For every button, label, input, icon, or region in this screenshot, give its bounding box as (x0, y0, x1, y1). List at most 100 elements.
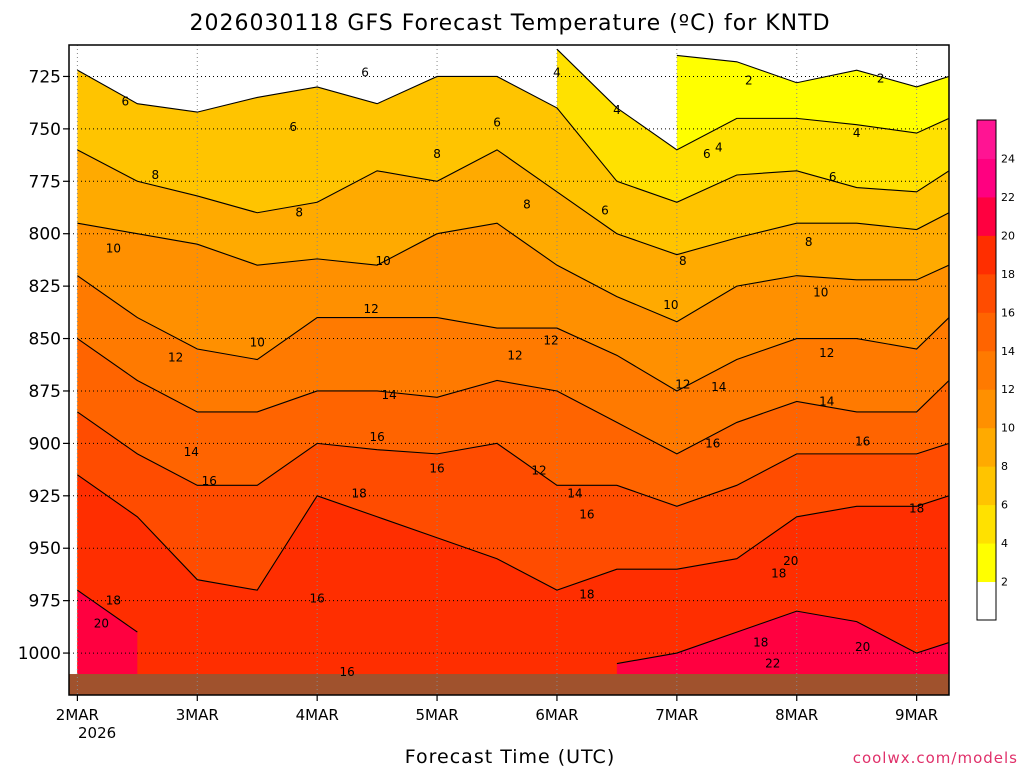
ground-surface (69, 674, 949, 695)
y-tick-label: 825 (29, 277, 61, 297)
contour-label: 12 (543, 334, 558, 348)
isotherm-18 (77, 474, 949, 591)
contour-label: 16 (369, 430, 384, 444)
colorbar-segment (977, 389, 996, 429)
contour-label: 12 (819, 346, 834, 360)
contour-label: 8 (433, 147, 441, 161)
gridlines (69, 45, 949, 695)
colorbar-segment (977, 466, 996, 506)
contour-label: 22 (765, 657, 780, 671)
colorbar-segment (977, 273, 996, 313)
contour-label: 12 (675, 378, 690, 392)
y-tick-label: 725 (29, 67, 61, 87)
colorbar-tick-label: 22 (1001, 191, 1015, 204)
contour-label: 2 (745, 74, 753, 88)
contour-label: 18 (753, 636, 768, 650)
isotherm-2 (676, 54, 949, 88)
contour-label: 20 (783, 554, 798, 568)
x-tick-label: 7MAR (655, 706, 698, 724)
colorbar-segment (977, 312, 996, 352)
fill-band-above-20 (616, 611, 949, 695)
contour-label: 8 (152, 168, 160, 182)
temperature-fill-layer (69, 45, 949, 695)
contour-label: 6 (361, 65, 369, 79)
colorbar-tick-label: 24 (1001, 152, 1015, 165)
colorbar-segment (977, 158, 996, 198)
contour-label: 16 (579, 508, 594, 522)
contour-label: 18 (106, 594, 121, 608)
contour-label: 6 (601, 204, 609, 218)
y-tick-label: 975 (29, 592, 61, 612)
y-tick-label: 1000 (18, 644, 61, 664)
y-tick-label: 800 (29, 225, 61, 245)
contour-label: 16 (705, 436, 720, 450)
contour-label: 4 (853, 126, 861, 140)
contour-label: 6 (289, 120, 297, 134)
isotherm-4 (556, 48, 949, 151)
colorbar-segment (977, 427, 996, 467)
colorbar-tick-label: 4 (1001, 537, 1008, 550)
colorbar-tick-label: 2 (1001, 576, 1008, 589)
isotherm-10 (77, 222, 949, 323)
contour-label: 14 (381, 388, 396, 402)
contour-label: 18 (771, 566, 786, 580)
contour-label: 10 (106, 241, 121, 255)
isotherm-14 (77, 338, 949, 455)
contour-label: 12 (531, 464, 546, 478)
contour-label: 16 (855, 434, 870, 448)
plot-frame (68, 44, 950, 696)
y-tick-label: 950 (29, 539, 61, 559)
contour-label: 16 (202, 474, 217, 488)
x-tick-label: 2MAR (56, 706, 99, 724)
isotherm-8 (77, 149, 949, 256)
y-tick-label: 925 (29, 487, 61, 507)
isotherm-16 (77, 411, 949, 507)
y-tick-label: 850 (29, 330, 61, 350)
ground-band (69, 674, 949, 695)
colorbar-segment (977, 350, 996, 390)
y-axis: 725 750 775 800 825 850 875 900 925 950 975 1000 (18, 67, 69, 664)
contour-label: 16 (429, 462, 444, 476)
contour-label: 18 (579, 587, 594, 601)
x-tick-label: 3MAR (176, 706, 219, 724)
x-axis-label: Forecast Time (UTC) (405, 746, 615, 768)
contour-label: 4 (613, 103, 621, 117)
contour-label: 14 (711, 380, 726, 394)
contour-label: 6 (122, 95, 130, 109)
contour-label: 2 (877, 72, 885, 86)
contour-label: 18 (351, 487, 366, 501)
contour-label: 10 (375, 254, 390, 268)
x-tick-label: 8MAR (775, 706, 818, 724)
isotherm-6 (77, 69, 949, 203)
contour-label: 4 (553, 65, 561, 79)
colorbar-tick-label: 12 (1001, 383, 1015, 396)
isotherm-20 (616, 610, 949, 665)
contour-label: 10 (250, 336, 265, 350)
x-axis-year: 2026 (78, 724, 116, 742)
contour-label: 12 (363, 302, 378, 316)
contour-label: 8 (295, 206, 303, 220)
x-tick-label: 6MAR (535, 706, 578, 724)
colorbar-tick-label: 8 (1001, 460, 1008, 473)
contour-label: 20 (855, 640, 870, 654)
contour-label: 18 (909, 501, 924, 515)
contour-label: 6 (703, 147, 711, 161)
colorbar-segment (977, 581, 996, 621)
y-tick-label: 750 (29, 120, 61, 140)
contour-label: 10 (663, 298, 678, 312)
colorbar-segment (977, 504, 996, 544)
contour-label: 8 (679, 254, 687, 268)
contour-label: 10 (813, 285, 828, 299)
contour-label: 16 (340, 665, 355, 679)
credit-text: coolwx.com/models (853, 749, 1018, 767)
y-tick-label: 775 (29, 172, 61, 192)
contour-label: 14 (567, 487, 582, 501)
contour-label: 16 (310, 592, 325, 606)
contour-label: 6 (493, 116, 501, 130)
colorbar-tick-label: 14 (1001, 345, 1015, 358)
contour-label: 14 (819, 394, 834, 408)
colorbar-tick-label: 20 (1001, 229, 1015, 242)
